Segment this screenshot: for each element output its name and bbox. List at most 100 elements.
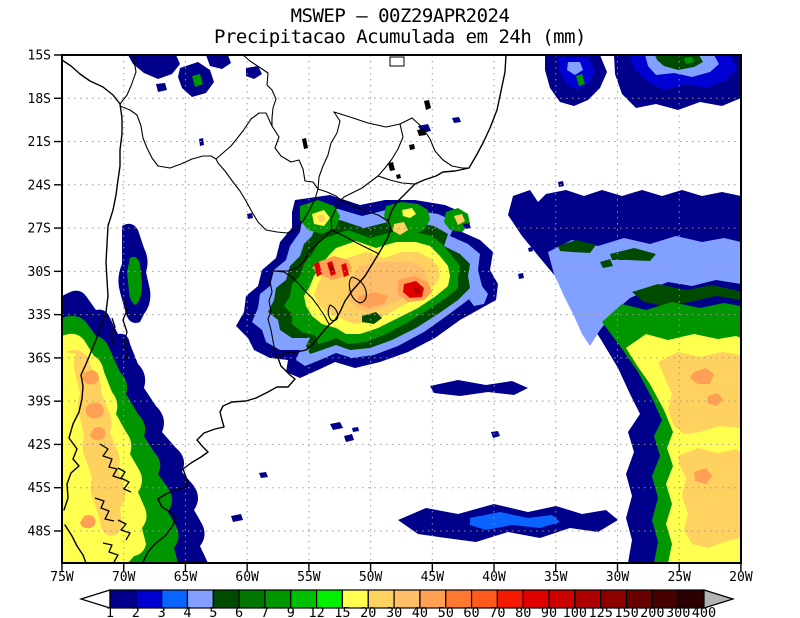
state-border xyxy=(377,175,416,185)
colorbar-tick-label: 2 xyxy=(132,605,140,618)
colorbar-tick-label: 125 xyxy=(589,605,613,618)
colorbar-tick-label: 30 xyxy=(386,605,402,618)
colorbar-tick-label: 90 xyxy=(541,605,557,618)
andes-terrain xyxy=(99,443,123,480)
latitude-label: 45S xyxy=(28,481,51,496)
rain-storm-east-lightblue-dot xyxy=(468,286,488,306)
rain-nw-cell xyxy=(128,55,180,79)
rain-atlantic-darkgreen-dot xyxy=(600,259,613,268)
latitude-label: 21S xyxy=(28,135,51,150)
map-inset-box xyxy=(389,56,405,67)
andes-terrain xyxy=(122,299,129,361)
rain-atlantic-darkgreen-streak xyxy=(558,240,596,253)
colorbar-tick-label: 200 xyxy=(640,605,664,618)
colorbar-overflow-arrow xyxy=(703,589,736,609)
latitude-label: 36S xyxy=(28,351,51,366)
border-bolivia-paraguay xyxy=(215,112,273,160)
colorbar-tick-label: 100 xyxy=(563,605,587,618)
rain-atlantic-orange-spot xyxy=(707,393,723,406)
colorbar-tick-label: 6 xyxy=(235,605,243,618)
rain-atlantic-darkgreen-streak xyxy=(632,284,741,306)
map-outlines xyxy=(61,54,507,564)
rain-andes-north-strip-core xyxy=(127,256,142,305)
latitude-label: 15S xyxy=(28,49,51,64)
colorbar-tick-label: 5 xyxy=(209,605,217,618)
border-argentina-brazil xyxy=(272,188,342,272)
rain-coast-dot xyxy=(344,434,354,442)
rain-small-dot xyxy=(452,117,461,123)
rain-storm-north-lobe-yellow xyxy=(402,208,416,218)
latitude-label: 48S xyxy=(28,524,51,539)
rain-atlantic-darkgreen-streak xyxy=(610,248,656,261)
andes-terrain xyxy=(94,497,115,522)
rain-coast-dot xyxy=(352,427,359,432)
state-border xyxy=(340,199,389,222)
rain-storm-east-spur-sand xyxy=(454,214,465,225)
colorbar-tick-label: 1 xyxy=(106,605,114,618)
rain-ne-cell-lightblue xyxy=(567,62,583,75)
rain-ocean-patch-south-core xyxy=(470,512,560,530)
latitude-label: 33S xyxy=(28,308,51,323)
rain-storm-red-core xyxy=(403,281,424,298)
colorbar-tick-label: 40 xyxy=(412,605,428,618)
reservoir-mark xyxy=(396,174,401,179)
longitude-label: 75W xyxy=(50,570,74,585)
rain-andes-orange-spot xyxy=(85,402,104,419)
coastline-west-fjords xyxy=(64,524,87,564)
reservoir-mark xyxy=(417,129,426,136)
border-uruguay-brazil xyxy=(272,270,330,325)
rain-ocean-dot xyxy=(491,431,500,438)
colorbar-tick-label: 9 xyxy=(287,605,295,618)
rain-andes-orange-spot xyxy=(80,515,96,529)
colorbar-tick-label: 300 xyxy=(666,605,690,618)
colorbar-tick-label: 80 xyxy=(515,605,531,618)
longitude-label: 20W xyxy=(729,570,753,585)
longitude-label: 35W xyxy=(544,570,568,585)
state-border xyxy=(411,117,470,169)
rain-small-dot xyxy=(246,66,262,79)
border-paraguay-brazil xyxy=(271,125,319,190)
rain-coast-dot xyxy=(259,472,268,478)
rain-small-dot xyxy=(463,223,471,229)
rain-andes-orange-spot xyxy=(82,370,99,385)
rain-storm-orange xyxy=(358,292,388,308)
andes-terrain xyxy=(110,317,116,347)
longitude-label: 25W xyxy=(667,570,691,585)
latitude-label: 30S xyxy=(28,265,51,280)
title-line2: Precipitacao Acumulada em 24h (mm) xyxy=(214,26,586,48)
colorbar-tick-label: 4 xyxy=(183,605,191,618)
colorbar-tick-label: 20 xyxy=(360,605,376,618)
andes-terrain xyxy=(117,467,132,493)
rain-storm-north-lobe-sand xyxy=(393,222,408,235)
border-bolivia-argentina xyxy=(157,155,217,169)
colorbar-tick-label: 70 xyxy=(489,605,505,618)
colorbar-tick-label: 400 xyxy=(692,605,716,618)
colorbar-tick-label: 15 xyxy=(334,605,350,618)
reservoir-mark xyxy=(424,100,431,110)
colorbar: 1 2 3 4 5 6 7 9 12 15 20 30 40 50 60 70 80 90 100 125 150 200… xyxy=(78,589,736,618)
rain-storm-red-streak xyxy=(341,263,349,277)
rain-storm-south-darkgreen-dot xyxy=(362,312,382,324)
rain-ocean-dot xyxy=(518,273,524,279)
rain-small-dot xyxy=(247,213,253,219)
title-line1: MSWEP – 00Z29APR2024 xyxy=(291,5,510,27)
latitude-label: 42S xyxy=(28,438,51,453)
longitude-label: 60W xyxy=(235,570,259,585)
lagoa-mirim xyxy=(327,304,339,322)
andes-terrain xyxy=(117,519,131,541)
latitude-label: 39S xyxy=(28,395,51,410)
rain-atlantic-orange-spot xyxy=(694,468,712,484)
rain-storm-darkred-dot xyxy=(414,287,421,294)
latitude-label: 27S xyxy=(28,222,51,237)
longitude-label: 55W xyxy=(297,570,321,585)
rain-atlantic-sand-south xyxy=(678,448,741,548)
rain-ne-cell-green-dot xyxy=(576,74,585,86)
colorbar-tick-label: 50 xyxy=(438,605,454,618)
colorbar-tick-label: 60 xyxy=(463,605,479,618)
rain-ocean-dot xyxy=(528,247,533,252)
border-bolivia-brazil xyxy=(242,54,277,127)
andes-terrain xyxy=(102,542,119,563)
latitude-label: 24S xyxy=(28,178,51,193)
colorbar-tick-label: 7 xyxy=(261,605,269,618)
